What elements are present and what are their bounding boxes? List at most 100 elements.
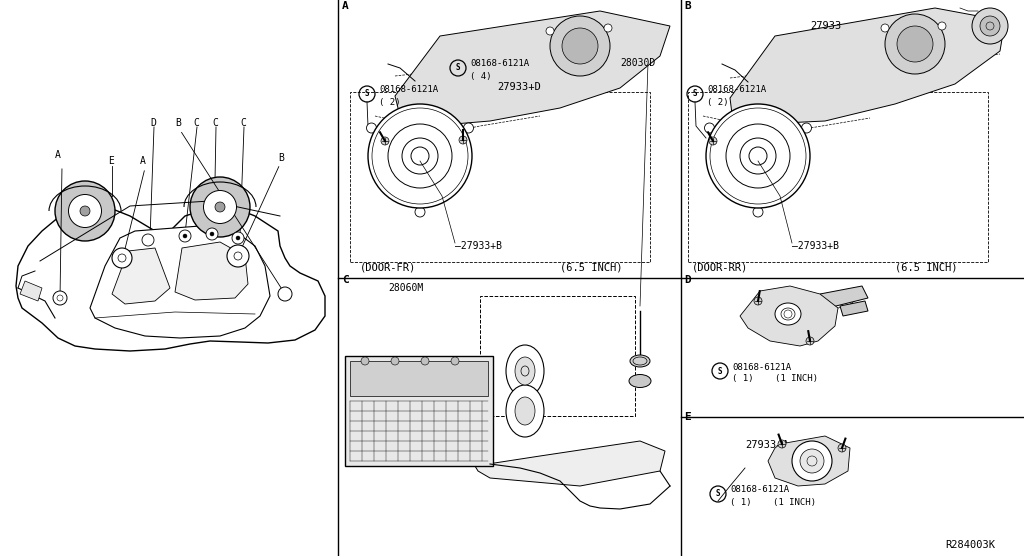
Text: 08168-6121A: 08168-6121A (379, 86, 438, 95)
Circle shape (142, 234, 154, 246)
Circle shape (227, 245, 249, 267)
Text: A: A (342, 1, 349, 11)
Circle shape (778, 440, 786, 448)
Text: S: S (716, 489, 720, 499)
Circle shape (802, 123, 811, 133)
Circle shape (705, 123, 715, 133)
Circle shape (753, 207, 763, 217)
Circle shape (391, 357, 399, 365)
Polygon shape (20, 281, 42, 301)
Circle shape (562, 28, 598, 64)
Text: 27933+D: 27933+D (497, 82, 541, 92)
Text: E: E (108, 156, 114, 166)
Polygon shape (840, 301, 868, 316)
Circle shape (236, 236, 240, 240)
Text: 28060M: 28060M (388, 283, 423, 293)
Text: ( 4): ( 4) (470, 72, 492, 81)
Circle shape (55, 181, 115, 241)
Circle shape (69, 195, 101, 227)
Circle shape (381, 137, 389, 145)
Text: B: B (175, 118, 181, 128)
Circle shape (367, 123, 377, 133)
Circle shape (451, 357, 459, 365)
Text: C: C (342, 275, 349, 285)
Text: ( 2): ( 2) (379, 97, 400, 107)
Text: S: S (365, 90, 370, 98)
Text: C: C (240, 118, 246, 128)
Text: (6.5 INCH): (6.5 INCH) (560, 263, 623, 273)
Text: S: S (718, 366, 722, 375)
Text: 08168-6121A: 08168-6121A (470, 59, 529, 68)
Circle shape (459, 136, 467, 144)
Text: 28030D: 28030D (620, 58, 655, 68)
Polygon shape (16, 208, 325, 351)
Bar (688, 92, 988, 262)
Circle shape (112, 248, 132, 268)
Ellipse shape (506, 385, 544, 437)
Circle shape (215, 202, 225, 212)
Polygon shape (740, 286, 838, 346)
Text: S: S (456, 63, 461, 72)
Text: S: S (692, 90, 697, 98)
Circle shape (938, 22, 946, 30)
Text: A: A (55, 150, 60, 160)
Circle shape (881, 24, 889, 32)
Bar (480, 296, 635, 416)
Circle shape (206, 228, 218, 240)
Text: B: B (278, 153, 284, 163)
Text: —27933+B: —27933+B (792, 241, 839, 251)
Text: D: D (684, 275, 691, 285)
Text: C: C (193, 118, 199, 128)
Ellipse shape (515, 357, 535, 385)
Text: 08168-6121A: 08168-6121A (730, 485, 790, 494)
Circle shape (368, 104, 472, 208)
Circle shape (897, 26, 933, 62)
Text: 08168-6121A: 08168-6121A (732, 363, 792, 371)
Text: ( 2): ( 2) (707, 97, 728, 107)
Polygon shape (730, 8, 1005, 124)
Circle shape (415, 207, 425, 217)
Circle shape (806, 337, 814, 345)
Circle shape (232, 232, 244, 244)
Text: B: B (684, 1, 691, 11)
Circle shape (190, 177, 250, 237)
Text: ( 1)    (1 INCH): ( 1) (1 INCH) (732, 375, 818, 384)
Ellipse shape (775, 303, 801, 325)
Text: (DOOR-RR): (DOOR-RR) (692, 263, 749, 273)
Polygon shape (90, 226, 270, 338)
Circle shape (53, 291, 67, 305)
Polygon shape (820, 286, 868, 308)
Ellipse shape (506, 345, 544, 397)
Text: D: D (150, 118, 156, 128)
Text: R284003K: R284003K (945, 540, 995, 550)
Circle shape (885, 14, 945, 74)
Circle shape (546, 27, 554, 35)
Polygon shape (112, 248, 170, 304)
Bar (350, 92, 650, 262)
Text: E: E (684, 412, 691, 422)
Circle shape (278, 287, 292, 301)
Circle shape (550, 16, 610, 76)
Circle shape (709, 137, 717, 145)
Text: ( 1)    (1 INCH): ( 1) (1 INCH) (730, 498, 816, 507)
Circle shape (210, 232, 214, 236)
Polygon shape (475, 441, 665, 486)
Ellipse shape (630, 355, 650, 367)
Circle shape (361, 357, 369, 365)
Circle shape (204, 191, 237, 224)
Circle shape (706, 104, 810, 208)
Polygon shape (175, 242, 248, 300)
Circle shape (980, 16, 1000, 36)
Text: —27933+B: —27933+B (455, 241, 502, 251)
Ellipse shape (629, 375, 651, 388)
Circle shape (800, 449, 824, 473)
Circle shape (179, 230, 191, 242)
Bar (345, 356, 493, 466)
Circle shape (80, 206, 90, 216)
Circle shape (421, 357, 429, 365)
Circle shape (183, 234, 187, 238)
Text: 08168-6121A: 08168-6121A (707, 86, 766, 95)
Text: C: C (212, 118, 218, 128)
Circle shape (604, 24, 612, 32)
Text: (DOOR-FR): (DOOR-FR) (360, 263, 416, 273)
